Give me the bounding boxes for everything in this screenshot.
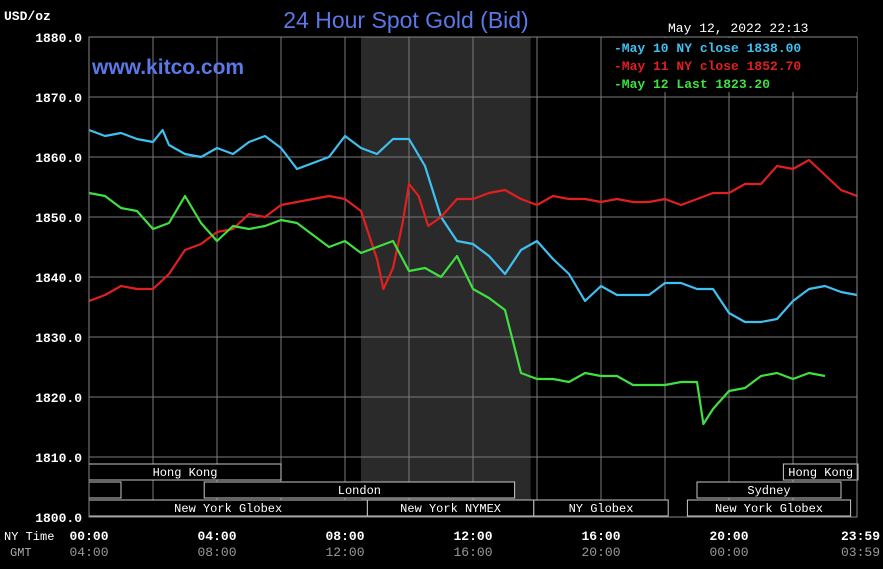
gmt-label: GMT [10,546,32,560]
timestamp: May 12, 2022 22:13 [668,21,808,36]
session-label: New York NYMEX [400,502,501,516]
session-label: Sydney [747,484,790,498]
y-tick-label: 1870.0 [35,91,82,106]
legend-entry: -May 12 Last 1823.20 [614,77,770,92]
y-tick-label: 1830.0 [35,331,82,346]
x-tick-gmt: 16:00 [453,545,492,560]
x-tick-gmt: 03:59 [841,545,880,560]
y-tick-label: 1820.0 [35,391,82,406]
x-tick-gmt: 04:00 [69,545,108,560]
chart-title: 24 Hour Spot Gold (Bid) [283,7,528,33]
x-tick-ny: 16:00 [581,529,620,544]
session-bar [696,481,842,499]
x-tick-gmt: 08:00 [197,545,236,560]
watermark: www.kitco.com [91,56,244,79]
sessions-layer: Hong Kong Hong Kong London Sydney New York G… [88,463,859,517]
x-tick-ny: 00:00 [69,529,108,544]
series-line-1 [88,128,858,324]
session-label: Hong Kong [788,466,853,480]
x-tick-gmt: 00:00 [709,545,748,560]
y-tick-labels: 1880.0 1870.0 1860.0 1850.0 1840.0 1830.0 1820… [35,31,82,526]
session-label: NY Globex [569,502,634,516]
session-label: New York Globex [715,502,823,516]
y-tick-label: 1810.0 [35,451,82,466]
session-bar [686,499,852,517]
y-tick-label: 1840.0 [35,271,82,286]
x-tick-ny: 12:00 [453,529,492,544]
session-label: Hong Kong [153,466,218,480]
x-tick-gmt: 20:00 [581,545,620,560]
legend-box [610,38,857,92]
session-bar [782,463,859,481]
session-label: London [338,484,381,498]
legend-entry: -May 10 NY close 1838.00 [614,41,801,56]
x-tick-ny: 04:00 [197,529,236,544]
x-tick-ny: 23:59 [841,529,880,544]
unit-label: USD/oz [4,9,51,24]
x-tick-ny: 20:00 [709,529,748,544]
y-tick-label: 1850.0 [35,211,82,226]
y-tick-label: 1880.0 [35,31,82,46]
session-bar [533,499,669,517]
x-tick-gmt: 12:00 [325,545,364,560]
grid-lines [89,36,857,518]
plot-frame [88,36,858,518]
legend-entry: -May 11 NY close 1852.70 [614,59,801,74]
session-bar [88,481,122,499]
legend: -May 10 NY close 1838.00 -May 11 NY close… [610,38,857,92]
x-tick-ny: 08:00 [325,529,364,544]
series-line-3 [88,191,826,426]
session-bar [203,481,516,499]
y-tick-label: 1860.0 [35,151,82,166]
ny-time-label: NY Time [4,530,54,544]
session-label: New York Globex [174,502,282,516]
x-tick-labels: 00:00 04:00 08:00 12:00 16:00 20:00 23:5904:00… [69,529,880,560]
y-tick-label: 1800.0 [35,511,82,526]
series-line-2 [88,158,858,303]
series-layer [88,128,858,426]
